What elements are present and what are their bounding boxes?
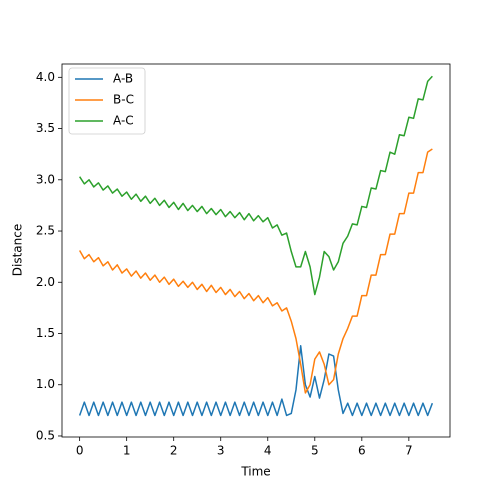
y-tick-label: 3.0 — [36, 172, 55, 186]
axes-frame — [61, 63, 451, 438]
x-tick-label: 7 — [405, 444, 413, 458]
y-tick-label: 1.0 — [36, 377, 55, 391]
legend-label: A-C — [113, 114, 134, 128]
y-tick-label: 2.0 — [36, 275, 55, 289]
y-tick-label: 3.5 — [36, 121, 55, 135]
x-tick-label: 0 — [76, 444, 84, 458]
legend-label: A-B — [113, 72, 133, 86]
legend-box — [68, 67, 146, 135]
legend-label: B-C — [113, 93, 134, 107]
x-tick-label: 5 — [311, 444, 319, 458]
x-axis-label: Time — [240, 465, 270, 479]
x-tick-label: 6 — [358, 444, 366, 458]
y-tick-label: 1.5 — [36, 326, 55, 340]
series-line — [78, 148, 433, 394]
y-tick-label: 0.5 — [36, 428, 55, 442]
y-axis-label: Distance — [11, 224, 25, 276]
x-tick-label: 2 — [170, 444, 178, 458]
x-tick-label: 3 — [217, 444, 225, 458]
y-tick-label: 4.0 — [36, 70, 55, 84]
series-line — [78, 345, 434, 417]
x-tick-label: 4 — [264, 444, 272, 458]
series-line — [79, 75, 433, 296]
y-tick-label: 2.5 — [36, 224, 55, 238]
x-tick-label: 1 — [123, 444, 131, 458]
